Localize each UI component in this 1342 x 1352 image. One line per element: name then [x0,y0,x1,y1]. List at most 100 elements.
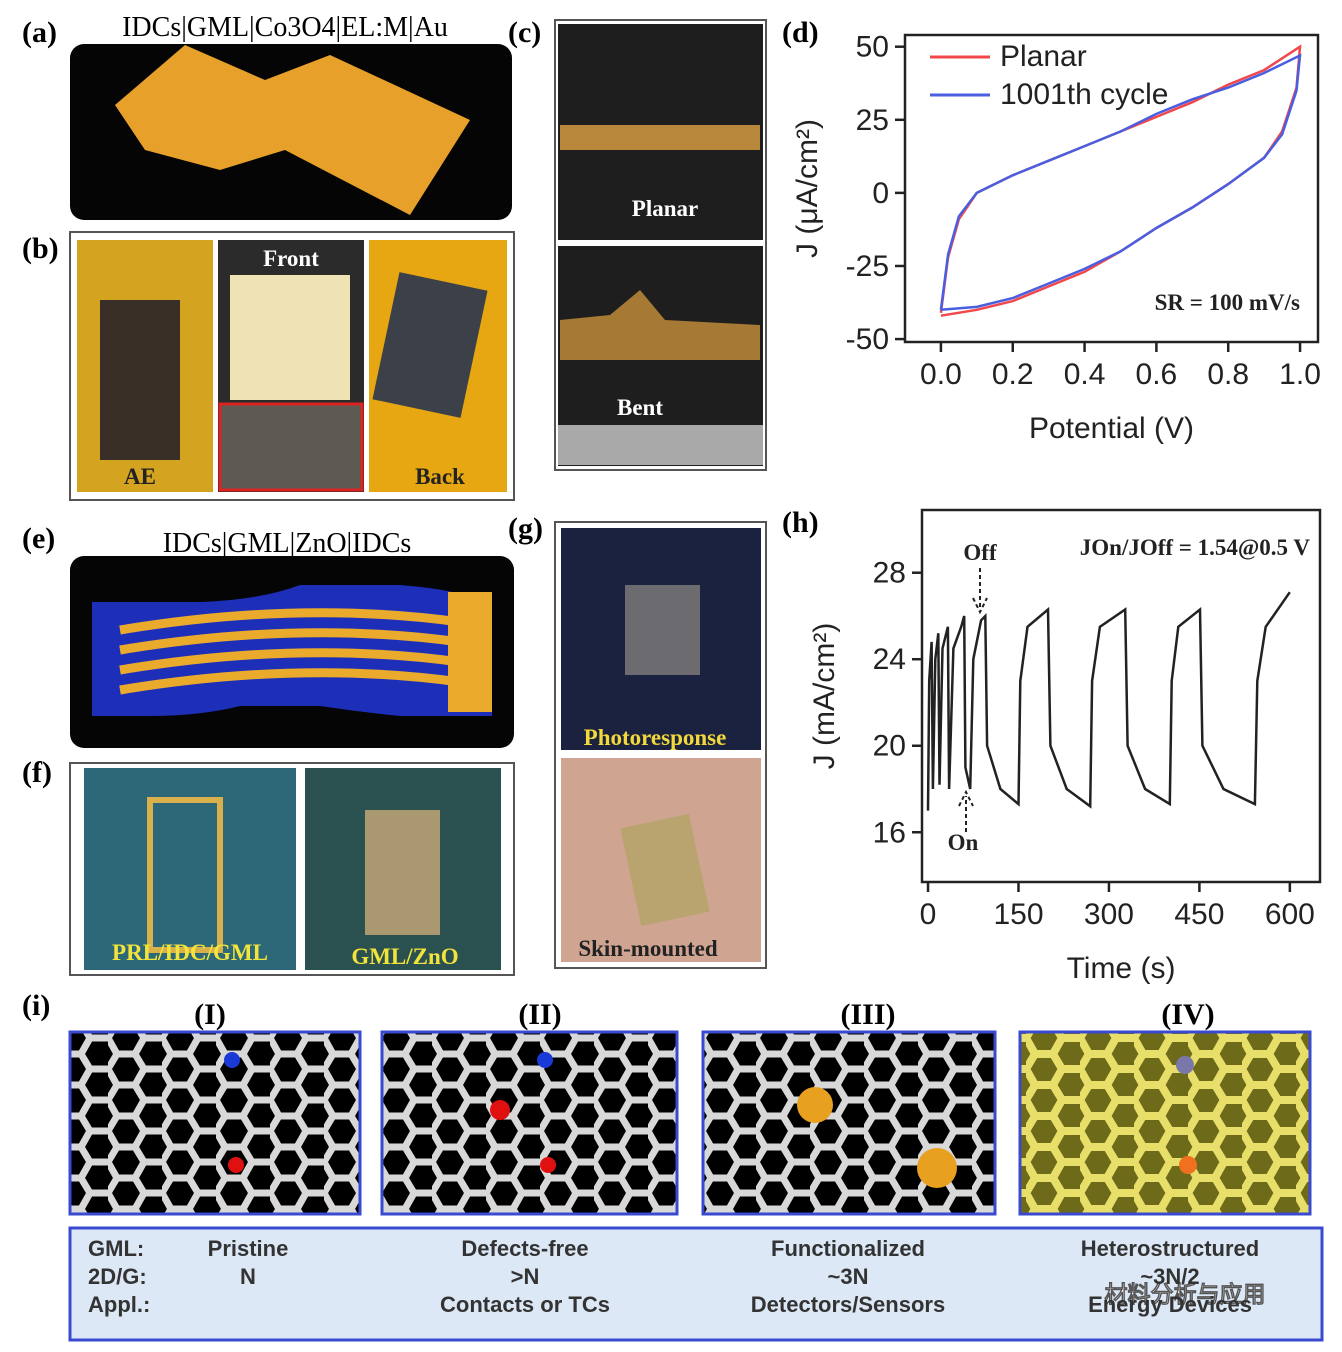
x-tick-label: 0.2 [992,358,1034,391]
photo-detail [100,300,180,460]
caption: IDCs|GML|Co3O4|EL:M|Au [122,12,448,43]
subpanel-label: (I) [194,998,226,1031]
photo-label: Back [415,464,465,489]
table-cell: ~3N [828,1264,869,1289]
y-tick-label: -50 [846,323,889,356]
x-axis-label: Potential (V) [1029,412,1194,445]
legend-label: Planar [1000,40,1087,73]
atom [228,1157,244,1173]
x-tick-label: 0.8 [1207,358,1249,391]
photo-detail [620,813,710,927]
photo-detail [560,290,760,360]
subpanel-label: (III) [840,998,895,1031]
data-line [939,53,1302,312]
table-cell: Defects-free [461,1236,588,1261]
photo-label: PRL/IDC/GML [112,940,268,965]
panel-label: (f) [22,756,52,789]
subpanel-label: (IV) [1161,998,1214,1031]
x-tick-label: 300 [1084,898,1134,931]
table-cell: Energy Devices [1088,1292,1252,1317]
x-tick-label: 150 [993,898,1043,931]
y-tick-label: -25 [846,250,889,283]
photo-label: AE [124,464,156,489]
photo-detail [560,125,760,150]
y-axis-label: J (μA/cm²) [791,119,824,258]
table-frame [68,1226,1324,1342]
panel-label: (e) [22,522,55,555]
frame [554,19,767,471]
y-tick-label: 28 [873,557,906,590]
arrow [958,789,974,832]
photo-detail [365,810,440,935]
inset [218,402,364,492]
y-tick-label: 24 [873,643,906,676]
cluster [797,1087,833,1123]
y-tick-label: 50 [856,31,889,64]
annotation: On [948,830,979,855]
cluster [917,1148,957,1188]
x-tick-label: 0.6 [1136,358,1178,391]
panel-label: (g) [508,512,543,545]
atom [224,1052,240,1068]
table-cell: >N [511,1264,540,1289]
x-tick-label: 0.0 [920,358,962,391]
panel-label: (b) [22,232,59,265]
data-line [926,591,1291,811]
lattice-image [380,1030,679,1216]
table-cell: Functionalized [771,1236,925,1261]
row-label: Appl.: [88,1292,150,1317]
x-tick-label: 450 [1174,898,1224,931]
photo-label: Front [263,246,319,271]
photo-detail [372,272,488,418]
atom [537,1052,553,1068]
panel-label: (i) [22,989,50,1022]
atom [1179,1156,1197,1174]
photo-detail [558,425,763,465]
photo-label: Skin-mounted [578,936,718,961]
panel-label: (h) [782,506,819,539]
x-tick-label: 1.0 [1279,358,1321,391]
photo-label: Photoresponse [584,725,727,750]
table-cell: Detectors/Sensors [751,1292,945,1317]
caption: IDCs|GML|ZnO|IDCs [163,528,412,559]
panel-label: (c) [508,16,541,49]
x-tick-label: 600 [1265,898,1315,931]
lattice-image [701,1030,997,1216]
photo-detail [625,585,700,675]
photo-label: GML/ZnO [351,944,458,969]
y-tick-label: 20 [873,730,906,763]
row-label: 2D/G: [88,1264,147,1289]
annotation: Off [963,540,997,565]
table-cell: Pristine [208,1236,289,1261]
x-tick-label: 0.4 [1064,358,1106,391]
x-axis-label: Time (s) [1067,952,1176,985]
device-image [119,608,461,695]
panel-label: (d) [782,16,819,49]
photo-detail [230,275,350,400]
frame [69,231,515,501]
y-axis-label: J (mA/cm²) [808,623,841,770]
device-image [448,592,492,712]
table-cell: Heterostructured [1081,1236,1259,1261]
table-cell: Contacts or TCs [440,1292,610,1317]
photo-label: Bent [617,395,663,420]
legend-label: 1001th cycle [1000,78,1168,111]
subpanel-label: (II) [518,998,561,1031]
plot-frame [920,508,1322,884]
frame [554,521,767,969]
atom [540,1157,556,1173]
frame [69,762,515,976]
atom [1176,1056,1194,1074]
lattice-image [1018,1030,1312,1216]
lattice-panels [68,1030,1312,1216]
arrow [972,568,988,615]
y-tick-label: 16 [873,816,906,849]
lattice-image [68,1030,362,1216]
plot-frame [903,33,1320,344]
watermark: 材料分析与应用 [1105,1281,1266,1307]
atom [490,1100,510,1120]
table-cell: ~3N/2 [1140,1264,1199,1289]
device-image [115,45,470,215]
annotation: SR = 100 mV/s [1155,290,1300,315]
